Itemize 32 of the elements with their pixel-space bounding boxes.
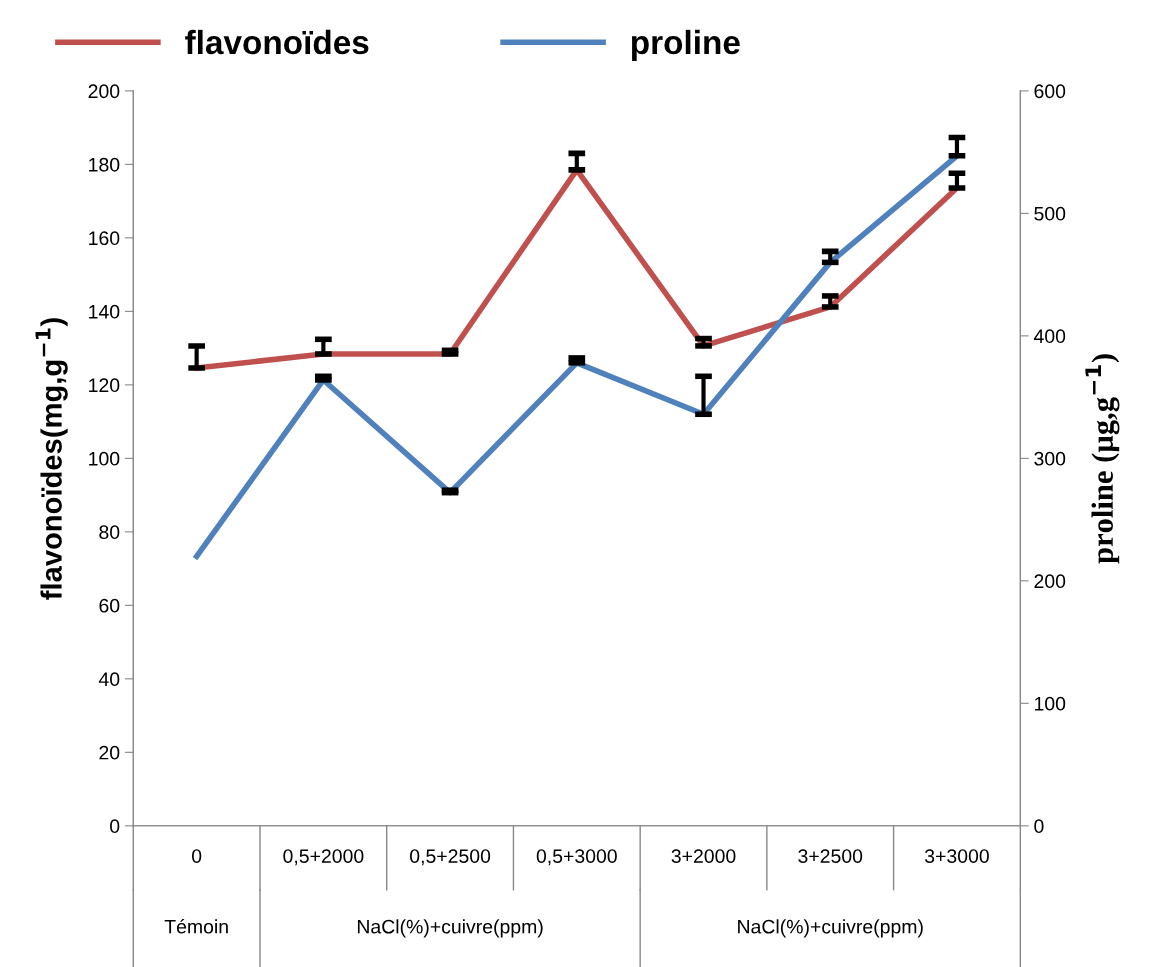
text: NaCl(%)+cuivre(ppm): [738, 919, 923, 938]
x-tick-label: 0,5+2500: [410, 849, 491, 866]
y-tick-label: 200: [88, 84, 120, 99]
y-tick-label: 60: [99, 598, 120, 613]
y-tick-label: 100: [89, 451, 120, 466]
y2-tick-label: 0: [1034, 819, 1044, 834]
y-tick-label: 0: [110, 819, 120, 834]
y-tick-label: 140: [89, 304, 120, 319]
y2-axis-title: proline (µg,g$^{−1}$): [1085, 354, 1120, 564]
y-axis-title: flavonoïdes(mg,g$^{−1}$): [35, 318, 68, 600]
y2-tick-label: 300: [1034, 451, 1066, 466]
y2-tick-label: 600: [1034, 84, 1066, 99]
y2-tick-label: 100: [1034, 696, 1066, 711]
y-tick-label: 80: [99, 525, 120, 540]
text: Témoin: [164, 919, 228, 934]
x-tick-label: 3+2500: [798, 849, 863, 864]
y-tick-label: 40: [98, 672, 120, 687]
y2-tick-label: 200: [1034, 574, 1066, 589]
x-tick-label: 0: [192, 849, 202, 864]
y-tick-label: 180: [89, 157, 120, 172]
y-tick-label: 20: [99, 745, 120, 760]
y-tick-label: 120: [89, 378, 120, 393]
text: NaCl(%)+cuivre(ppm): [357, 919, 543, 938]
x-tick-label: 3+2000: [671, 849, 736, 864]
x-tick-label: 0,5+3000: [536, 849, 617, 866]
y-tick-label: 160: [89, 231, 120, 246]
y2-tick-label: 500: [1034, 206, 1066, 221]
legend-label: proline: [631, 29, 740, 61]
x-tick-label: 0,5+2000: [283, 849, 364, 866]
x-tick-label: 3+3000: [924, 849, 989, 864]
legend-label: flavonoïdes: [185, 29, 369, 55]
y2-tick-label: 400: [1033, 329, 1066, 344]
